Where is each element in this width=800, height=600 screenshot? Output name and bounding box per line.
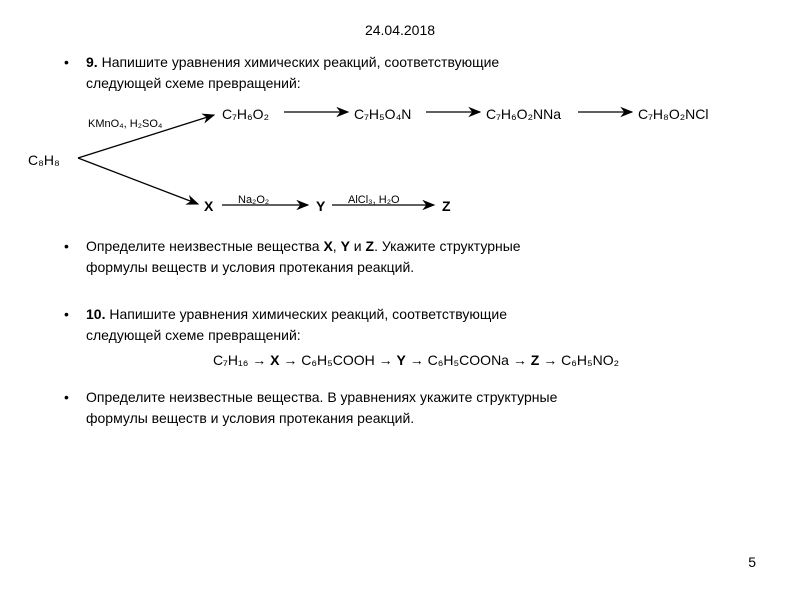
slide-date: 24.04.2018	[0, 0, 800, 52]
q10-line2: следующей схеме превращений:	[86, 327, 301, 343]
q9-x: X	[323, 238, 332, 254]
q9-after-text1: Определите неизвестные вещества	[86, 238, 323, 254]
cond-na2o2: Na₂O₂	[238, 192, 269, 209]
q9-after-text2: . Укажите структурные	[374, 238, 520, 254]
formula-c7h8o2ncl: C₇H₈O₂NCl	[638, 104, 709, 125]
q9-y: Y	[341, 238, 350, 254]
q9-comma: ,	[333, 238, 341, 254]
page-number: 5	[748, 554, 756, 570]
q10-followup: Определите неизвестные вещества. В уравн…	[86, 387, 746, 429]
formula-c7h5o4n: C₇H₅O₄N	[354, 104, 411, 125]
q9-scheme: C₈H₈ KMnO₄, H₂SO₄ C₇H₆O₂ C₇H₅O₄N C₇H₆O₂N…	[86, 100, 746, 230]
content-list: 9. Напишите уравнения химических реакций…	[0, 52, 800, 429]
q10-after1: Определите неизвестные вещества. В уравн…	[86, 389, 557, 405]
q10-after2: формулы веществ и условия протекания реа…	[86, 410, 414, 426]
q9-line1: Напишите уравнения химических реакций, с…	[102, 54, 500, 70]
formula-c7h6o2nna: C₇H₆O₂NNa	[486, 104, 561, 125]
spacer	[86, 284, 746, 298]
formula-c7h6o2: C₇H₆O₂	[222, 104, 269, 125]
q9-and: и	[350, 238, 366, 254]
q10-number: 10.	[86, 306, 105, 322]
formula-c8h8: C₈H₈	[28, 150, 60, 171]
scheme-canvas: C₈H₈ KMnO₄, H₂SO₄ C₇H₆O₂ C₇H₅O₄N C₇H₆O₂N…	[28, 100, 768, 230]
unknown-x: X	[204, 196, 213, 217]
unknown-z: Z	[442, 196, 451, 217]
q9-after-text3: формулы веществ и условия протекания реа…	[86, 259, 414, 275]
q9-followup: Определите неизвестные вещества X, Y и Z…	[86, 236, 746, 278]
q9-number: 9.	[86, 54, 98, 70]
cond-kmno4-h2so4: KMnO₄, H₂SO₄	[88, 116, 162, 133]
q10-prompt: 10. Напишите уравнения химических реакци…	[86, 304, 746, 381]
q9-z: Z	[366, 238, 375, 254]
q10-scheme-text: C₇H₁₆ → X → C₆H₅COOH → Y → C₆H₅COONa → Z…	[213, 352, 619, 368]
q9-prompt: 9. Напишите уравнения химических реакций…	[86, 52, 746, 94]
q10-scheme-line: C₇H₁₆ → X → C₆H₅COOH → Y → C₆H₅COONa → Z…	[86, 346, 746, 381]
q9-line2: следующей схеме превращений:	[86, 75, 301, 91]
unknown-y: Y	[316, 196, 325, 217]
cond-alcl3-h2o: AlCl₃, H₂O	[348, 192, 400, 209]
q10-line1: Напишите уравнения химических реакций, с…	[109, 306, 507, 322]
